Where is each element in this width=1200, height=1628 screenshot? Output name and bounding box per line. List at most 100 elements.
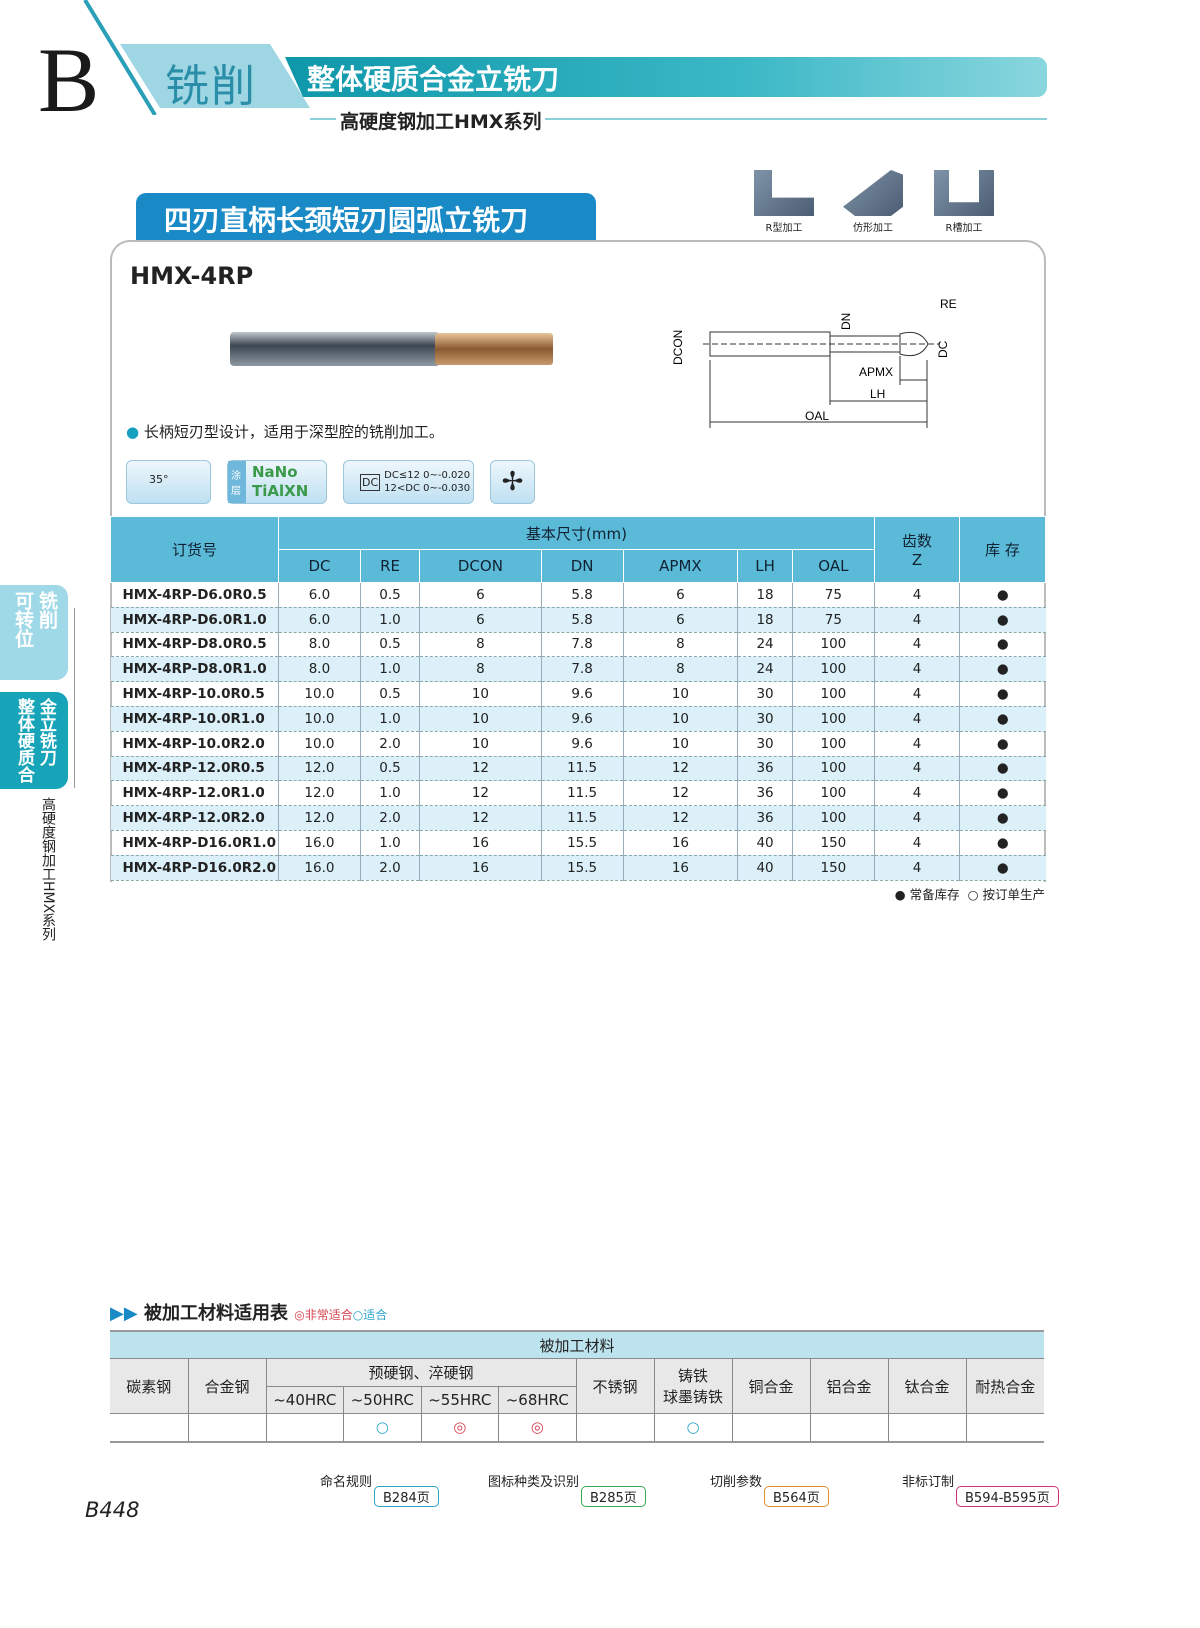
r-profile-icon: R型加工 [749,170,819,234]
cell: 8 [419,656,542,683]
reference-link[interactable]: 切削参数B564页 [710,1470,829,1507]
cell: 4 [874,607,960,633]
cell: 0.5 [359,756,420,782]
reference-page: B284页 [374,1486,439,1507]
tolerance-icon: DC DC≤12 0~-0.020 12<DC 0~-0.030 [343,460,474,504]
material-header: ~50HRC [343,1386,422,1414]
material-header: 耐热合金 [965,1358,1044,1414]
cell: 40 [737,830,793,856]
cell: ● [959,830,1046,856]
cell: 10 [419,706,542,732]
reference-label: 非标订制 [902,1475,955,1490]
chapter-letter: B [38,29,100,131]
cell: ● [959,681,1046,707]
cell: 10.0 [278,706,361,732]
reference-link[interactable]: 非标订制B594-B595页 [902,1470,1059,1507]
cell: 18 [737,582,793,608]
reference-link[interactable]: 命名规则B284页 [320,1470,439,1507]
header-teeth: 齿数 Z [874,516,960,583]
cell: 2.0 [359,731,420,757]
page-number: B448 [85,1498,140,1522]
table-row: HMX-4RP-12.0R2.0 12.0 2.0 12 11.5 12 36 100 4 ● [110,805,1046,831]
material-rating [110,1413,189,1443]
order-number: HMX-4RP-12.0R0.5 [110,756,279,782]
cell: 100 [791,681,875,707]
material-rating: ○ [653,1413,733,1443]
order-number: HMX-4RP-D6.0R1.0 [110,607,279,633]
cell: ● [959,632,1046,658]
materials-title: ▶▶ 被加工材料适用表 ◎非常适合○适合 [110,1303,388,1324]
header-dn: DN [540,549,624,583]
material-rating [965,1413,1044,1443]
material-rating [575,1413,655,1443]
cell: ● [959,855,1046,881]
cell: 12 [419,780,542,807]
cell: 36 [737,780,793,807]
coating-icon: 涂层 NaNo TiAlXN [227,460,327,504]
cell: 6.0 [278,607,361,633]
category-title: 整体硬质合金立铣刀 [307,63,560,96]
header-re: RE [359,549,421,583]
cell: 16.0 [278,855,361,881]
cell: 6 [419,607,542,633]
material-header: 钛合金 [887,1358,967,1414]
cell: 2.0 [359,855,420,881]
model-name: HMX-4RP [130,262,254,290]
cell: 16 [622,855,738,881]
cell: 8 [419,632,542,658]
end-mill-photo [230,332,553,366]
cell: 15.5 [540,830,624,856]
cell: 9.6 [540,731,624,757]
cell: 6 [622,607,738,633]
cell: 11.5 [540,805,624,831]
cell: 8 [622,632,738,658]
table-row: HMX-4RP-12.0R1.0 12.0 1.0 12 11.5 12 36 100 4 ● [110,780,1046,807]
cell: 100 [791,756,875,782]
order-number: HMX-4RP-10.0R0.5 [110,681,279,707]
cell: 0.5 [359,681,420,707]
cell: 10 [419,681,542,707]
cell: 9.6 [540,681,624,707]
table-row: HMX-4RP-D8.0R0.5 8.0 0.5 8 7.8 8 24 100 4 ● [110,632,1046,658]
cell: 16 [419,855,542,881]
feature-bullet: ● 长柄短刃型设计，适用于深型腔的铣削加工。 [126,423,444,441]
material-rating [265,1413,344,1443]
divider [310,118,1047,120]
table-row: HMX-4RP-12.0R0.5 12.0 0.5 12 11.5 12 36 100 4 ● [110,756,1046,782]
material-rating: ○ [343,1413,422,1443]
cell: 12 [622,756,738,782]
cell: 4 [874,681,960,707]
divider [74,608,75,788]
reference-label: 命名规则 [320,1475,373,1490]
side-tab-indexable-milling[interactable]: 可转位 铣削 [0,585,68,680]
order-number: HMX-4RP-D6.0R0.5 [110,582,279,608]
header-stock: 库 存 [959,516,1046,583]
cell: ● [959,780,1046,807]
header-dc: DC [278,549,361,583]
cell: 18 [737,607,793,633]
header-apmx: APMX [622,549,739,583]
cell: 1.0 [359,830,420,856]
cell: 4 [874,656,960,683]
series-title: 高硬度钢加工HMX系列 [336,107,546,134]
material-rating [809,1413,889,1443]
material-group-header: 预硬钢、淬硬钢 [265,1358,577,1387]
cell: 7.8 [540,656,624,683]
material-header: 铜合金 [731,1358,811,1414]
cell: 12 [419,756,542,782]
cell: 1.0 [359,780,420,807]
cell: 150 [791,855,875,881]
reference-link[interactable]: 图标种类及识别B285页 [488,1470,646,1507]
cell: 16.0 [278,830,361,856]
order-number: HMX-4RP-10.0R1.0 [110,706,279,732]
cell: 10.0 [278,731,361,757]
material-rating: ◎ [420,1413,499,1443]
header-order-no: 订货号 [110,516,279,583]
cell: 36 [737,756,793,782]
cell: 11.5 [540,756,624,782]
order-number: HMX-4RP-D8.0R1.0 [110,656,279,683]
cell: 75 [791,607,875,633]
cell: 1.0 [359,607,420,633]
side-tab-solid-carbide[interactable]: 整体硬质合 金立铣刀 [0,692,68,789]
